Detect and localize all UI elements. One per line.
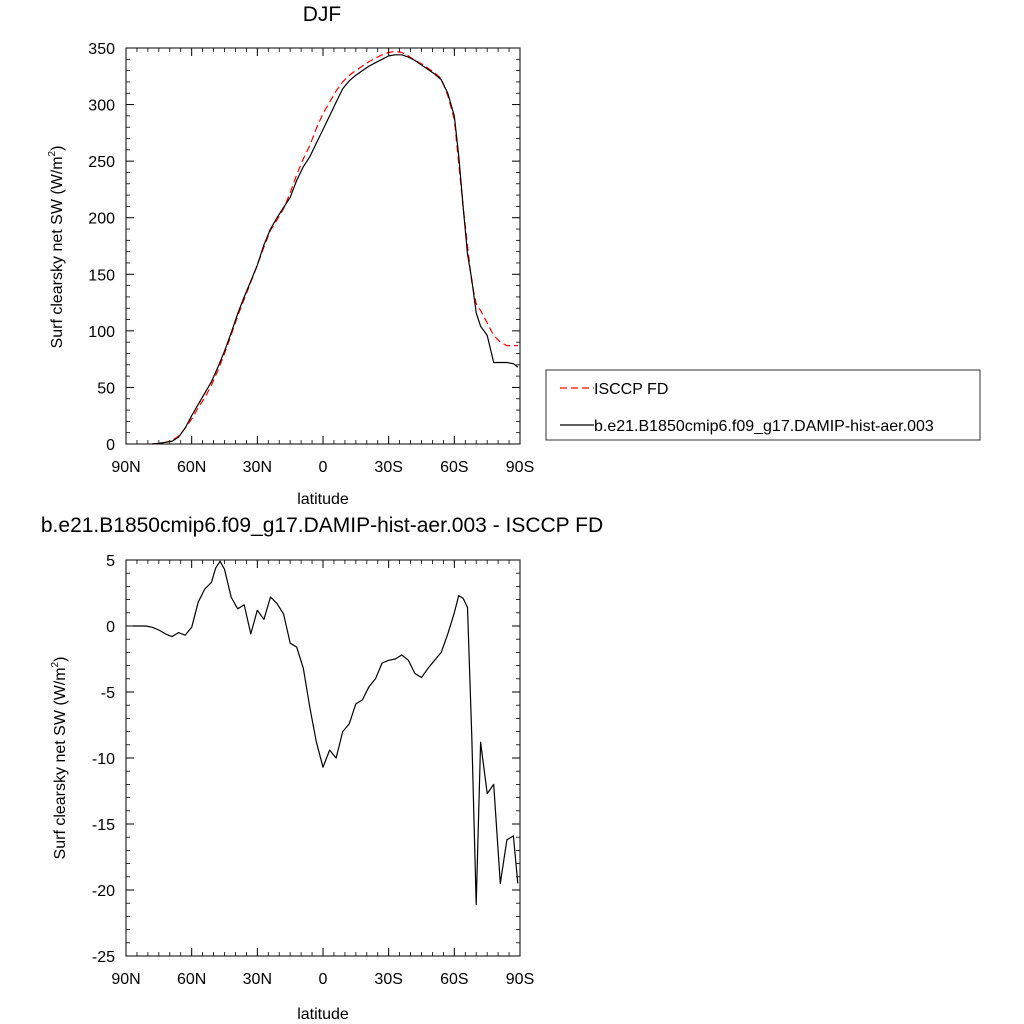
- top-x-tick-label: 30S: [374, 459, 402, 476]
- bottom-plot-frame: [125, 559, 521, 957]
- top-y-tick-label: 100: [88, 324, 115, 341]
- bottom-y-axis-label: Surf clearsky net SW (W/m2): [50, 657, 69, 860]
- top-plot-frame: [125, 47, 521, 445]
- bottom-series-line-0: [132, 560, 519, 906]
- top-x-tick-label: 0: [319, 459, 328, 476]
- bottom-panel: b.e21.B1850cmip6.f09_g17.DAMIP-hist-aer.…: [41, 514, 603, 1023]
- legend-label-isccp: ISCCP FD: [594, 381, 668, 398]
- top-y-tick-label: 200: [88, 211, 115, 228]
- bottom-y-tick-label: -10: [92, 751, 115, 768]
- top-y-axis-label: Surf clearsky net SW (W/m2): [47, 146, 66, 349]
- top-panel: DJF 90N 60N 30N 0 30S 60S 90S 0 50 100 150 200 250 30…: [47, 3, 981, 508]
- bottom-x-tick-label: 90S: [506, 971, 534, 988]
- top-series-line-1: [152, 54, 519, 445]
- top-x-tick-label: 90N: [111, 459, 140, 476]
- legend-box: [545, 369, 981, 441]
- top-y-tick-label: 300: [88, 98, 115, 115]
- top-y-tick-label: 0: [106, 437, 115, 454]
- bottom-x-axis-label: latitude: [297, 1006, 349, 1023]
- top-series-line-0: [152, 50, 518, 445]
- legend-label-model: b.e21.B1850cmip6.f09_g17.DAMIP-hist-aer.…: [594, 418, 934, 435]
- top-y-tick-label: 250: [88, 154, 115, 171]
- legend: ISCCP FD b.e21.B1850cmip6.f09_g17.DAMIP-…: [545, 369, 981, 441]
- bottom-x-tick-label: 60N: [177, 971, 206, 988]
- bottom-x-tick-label: 60S: [440, 971, 468, 988]
- top-chart-title: DJF: [303, 3, 342, 26]
- bottom-x-tick-label: 0: [319, 971, 328, 988]
- top-x-tick-label: 60S: [440, 459, 468, 476]
- bottom-y-tick-label: -15: [92, 817, 115, 834]
- bottom-y-tick-label: 0: [106, 619, 115, 636]
- bottom-chart-title: b.e21.B1850cmip6.f09_g17.DAMIP-hist-aer.…: [41, 514, 603, 537]
- bottom-y-tick-label: -5: [101, 685, 115, 702]
- bottom-y-tick-label: 5: [106, 553, 115, 570]
- bottom-x-tick-label: 30S: [374, 971, 402, 988]
- top-x-axis-label: latitude: [297, 491, 349, 508]
- top-x-tick-label: 60N: [177, 459, 206, 476]
- bottom-y-tick-label: -20: [92, 883, 115, 900]
- top-y-tick-label: 350: [88, 41, 115, 58]
- top-y-tick-label: 150: [88, 267, 115, 284]
- top-x-tick-label: 30N: [243, 459, 272, 476]
- bottom-y-tick-label: -25: [92, 949, 115, 966]
- top-x-tick-label: 90S: [506, 459, 534, 476]
- top-y-tick-label: 50: [97, 380, 115, 397]
- bottom-x-tick-label: 30N: [243, 971, 272, 988]
- bottom-x-tick-label: 90N: [111, 971, 140, 988]
